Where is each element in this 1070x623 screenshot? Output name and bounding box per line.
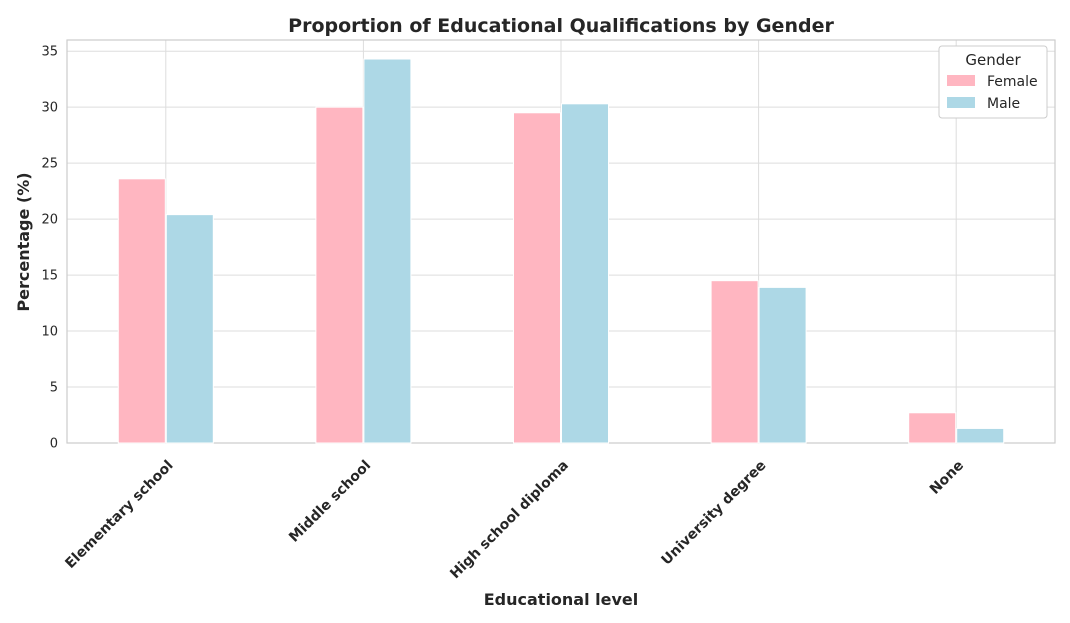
bar-male	[561, 103, 609, 444]
legend-items: Female Male	[947, 74, 1038, 112]
y-axis-ticks: 0 5 10 15 20 25 30 35	[41, 45, 58, 452]
y-tick-label: 15	[41, 269, 58, 284]
x-tick-label: Middle school	[286, 458, 374, 546]
legend: Gender Female Male	[938, 45, 1048, 119]
chart-title: Proportion of Educational Qualifications…	[288, 15, 834, 37]
y-tick-label: 10	[41, 325, 58, 340]
y-tick-label: 30	[41, 101, 58, 116]
bar-female	[908, 412, 957, 444]
legend-title: Gender	[965, 51, 1021, 69]
bar-male	[363, 58, 412, 444]
legend-swatch-male	[947, 97, 975, 108]
legend-label: Female	[987, 74, 1038, 90]
y-tick-label: 20	[41, 213, 58, 228]
x-tick-label: None	[927, 458, 967, 498]
y-tick-label: 0	[50, 437, 58, 452]
y-tick-label: 35	[41, 45, 58, 60]
bar-male	[956, 427, 1005, 444]
legend-label: Male	[987, 96, 1020, 112]
bar-male	[758, 286, 807, 444]
bar-female	[315, 106, 364, 444]
x-axis-title: Educational level	[484, 590, 639, 609]
bars	[117, 58, 1005, 444]
x-tick-label: University degree	[658, 458, 769, 569]
x-tick-label: High school diploma	[447, 458, 572, 583]
bar-male	[165, 214, 214, 444]
y-tick-label: 5	[50, 381, 58, 396]
legend-swatch-female	[947, 75, 975, 86]
bar-female	[710, 280, 759, 444]
y-tick-label: 25	[41, 157, 58, 172]
bar-female	[117, 178, 166, 444]
x-axis-ticks: Elementary school Middle school High schoo…	[62, 458, 967, 583]
y-axis-title: Percentage (%)	[14, 172, 33, 311]
x-tick-label: Elementary school	[62, 458, 176, 572]
bar-female	[513, 112, 561, 444]
